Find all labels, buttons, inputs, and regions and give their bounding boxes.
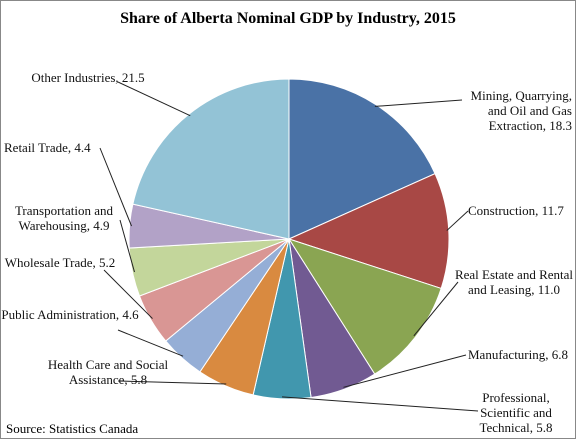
leader-line — [446, 210, 469, 231]
pie-slice — [132, 78, 290, 240]
chart-title: Share of Alberta Nominal GDP by Industry… — [120, 10, 456, 27]
data-label: Real Estate and Rental and Leasing, 11.0 — [454, 267, 574, 297]
data-label: Other Industries, 21.5 — [31, 70, 145, 85]
source-note: Source: Statistics Canada — [6, 421, 139, 436]
leader-line — [117, 329, 184, 357]
data-label: Health Care and Social Assistance, 5.8 — [47, 357, 169, 387]
leader-line — [282, 396, 479, 412]
data-label: Wholesale Trade, 5.2 — [4, 255, 116, 270]
data-label: Retail Trade, 4.4 — [4, 140, 91, 155]
leader-line — [374, 99, 463, 107]
data-label: Public Administration, 4.6 — [1, 307, 139, 322]
data-label: Transportation and Warehousing, 4.9 — [14, 203, 114, 233]
leader-line — [413, 281, 459, 337]
pie-slice — [287, 238, 442, 375]
pie-slice — [288, 78, 436, 240]
leader-line — [343, 354, 467, 388]
pie-slice — [287, 172, 450, 290]
leader-line — [119, 219, 135, 273]
leader-line — [117, 380, 227, 385]
leader-line — [117, 81, 191, 117]
data-label: Manufacturing, 6.8 — [468, 347, 569, 362]
data-label: Mining, Quarrying, and Oil and Gas Extra… — [470, 88, 572, 133]
leader-line — [99, 147, 132, 227]
data-label: Construction, 11.7 — [468, 203, 564, 218]
data-label: Professional, Scientific and Technical, … — [479, 390, 553, 435]
leader-line — [103, 269, 153, 319]
